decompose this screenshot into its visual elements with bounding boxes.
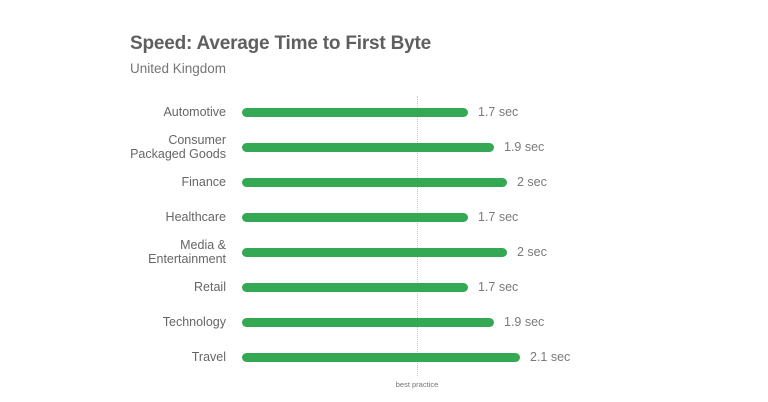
best-practice-label: best practice <box>395 380 439 389</box>
value-label: 1.7 sec <box>478 105 519 119</box>
category-label: Finance <box>181 175 226 189</box>
bar <box>242 212 468 222</box>
bar-row: Consumer Packaged Goods 1.9 sec <box>0 132 768 162</box>
bar-row: Healthcare 1.7 sec <box>0 202 768 232</box>
bar-row: Finance 2 sec <box>0 167 768 197</box>
bar <box>242 352 520 362</box>
category-label: Consumer Packaged Goods <box>130 133 226 161</box>
value-label: 1.9 sec <box>504 140 545 154</box>
value-label: 2 sec <box>517 175 547 189</box>
value-label: 2.1 sec <box>530 350 571 364</box>
bar <box>242 317 494 327</box>
best-practice-line <box>417 96 418 376</box>
category-label: Travel <box>191 350 226 364</box>
bar <box>242 177 507 187</box>
value-label: 1.7 sec <box>478 280 519 294</box>
bar-row: Technology 1.9 sec <box>0 307 768 337</box>
chart-subtitle: United Kingdom <box>130 61 227 76</box>
category-label: Technology <box>162 315 226 329</box>
bar <box>242 107 468 117</box>
bar <box>242 247 507 257</box>
value-label: 1.7 sec <box>478 210 519 224</box>
bar <box>242 282 468 292</box>
bar-row: Retail 1.7 sec <box>0 272 768 302</box>
category-label: Media & Entertainment <box>148 238 226 266</box>
category-label: Automotive <box>163 105 226 119</box>
category-label: Retail <box>194 280 226 294</box>
bar <box>242 142 494 152</box>
chart-title: Speed: Average Time to First Byte <box>130 33 432 54</box>
category-label: Healthcare <box>165 210 226 224</box>
bar-row: Automotive 1.7 sec <box>0 97 768 127</box>
value-label: 1.9 sec <box>504 315 545 329</box>
bar-row: Travel 2.1 sec <box>0 342 768 372</box>
bar-row: Media & Entertainment 2 sec <box>0 237 768 267</box>
value-label: 2 sec <box>517 245 547 259</box>
